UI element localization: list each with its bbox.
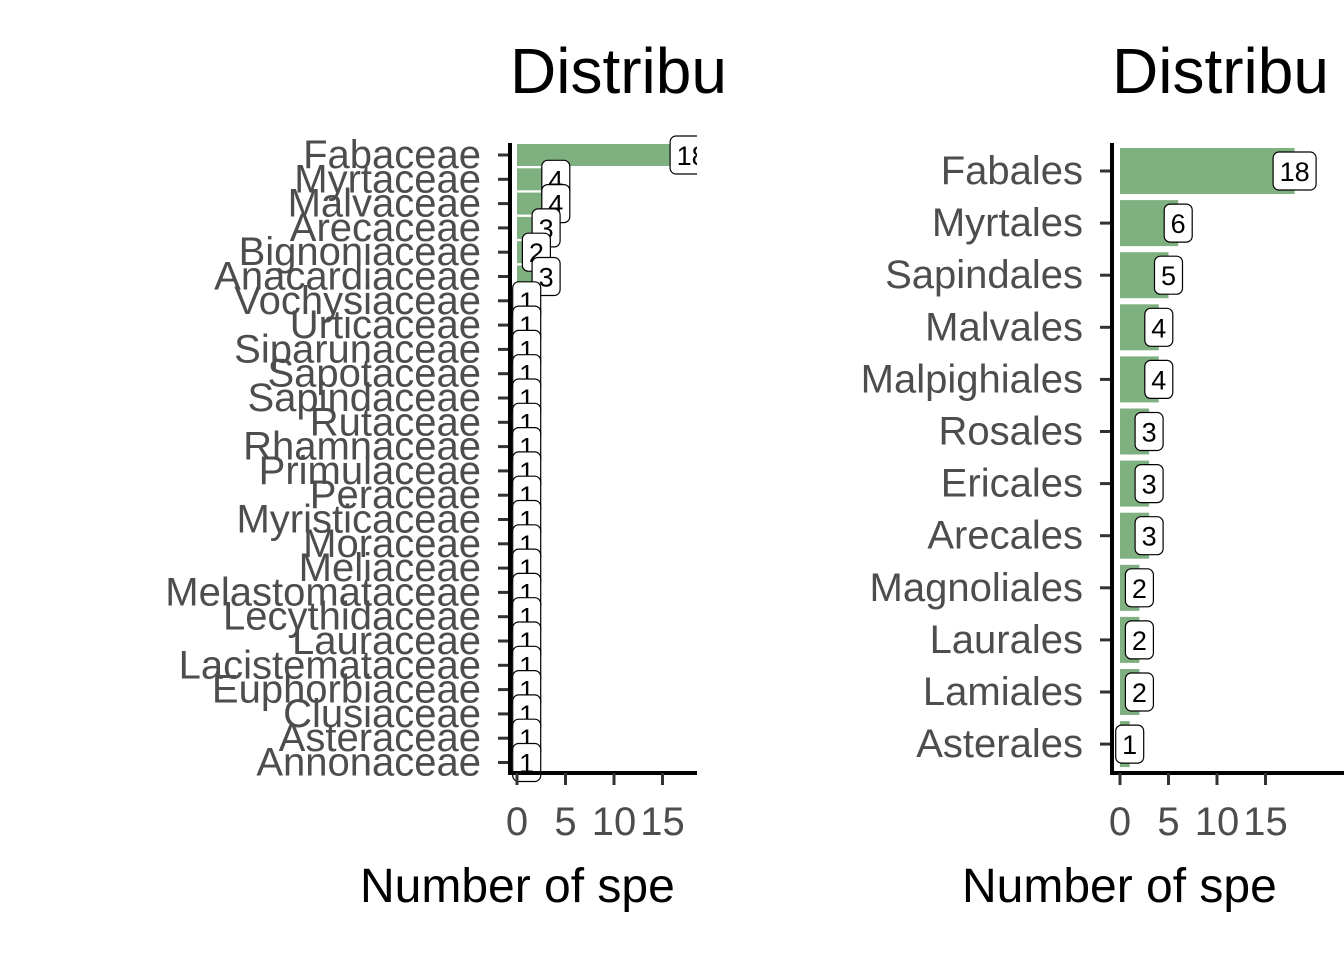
x-tick-label: 15 bbox=[1243, 800, 1288, 844]
category-label: Anacardiaceae bbox=[214, 255, 481, 299]
data-label: 3 bbox=[1134, 464, 1164, 504]
data-label: 5 bbox=[1153, 255, 1184, 295]
x-tick-label: 0 bbox=[1109, 800, 1131, 844]
data-label: 18 bbox=[1272, 151, 1317, 191]
data-label-box bbox=[1134, 411, 1164, 452]
category-label: Clusiaceae bbox=[283, 692, 481, 736]
category-label: Ericales bbox=[941, 462, 1083, 506]
data-label: 3 bbox=[1134, 516, 1164, 556]
data-label-box bbox=[1144, 307, 1174, 347]
category-label: Arecaceae bbox=[290, 206, 481, 250]
panel-content: 18 6 5 4 4 3 3 3 2 2 2 1 Distribu Number of spe Fabale… bbox=[861, 35, 1344, 913]
data-label-box bbox=[1124, 620, 1155, 660]
category-label: Arecales bbox=[927, 514, 1083, 558]
category-label: Sapindales bbox=[885, 253, 1083, 297]
data-label-text: 18 bbox=[1280, 157, 1310, 187]
chart-title: Distribu bbox=[1112, 35, 1329, 107]
category-label: Myrtales bbox=[932, 201, 1083, 245]
data-label-text: 2 bbox=[1132, 626, 1147, 656]
category-label: Fabaceae bbox=[303, 133, 481, 177]
data-label-box bbox=[1163, 203, 1193, 243]
x-tick-label: 0 bbox=[506, 800, 528, 844]
x-axis-label: Number of spe bbox=[962, 860, 1277, 913]
category-label: Rutaceae bbox=[310, 400, 481, 444]
data-label-text: 3 bbox=[1142, 522, 1157, 552]
category-label: Euphorbiaceae bbox=[212, 668, 481, 712]
category-label: Melastomataceae bbox=[165, 570, 481, 614]
data-label-text: 3 bbox=[1142, 418, 1157, 448]
category-label: Sapotaceae bbox=[267, 352, 481, 396]
category-label: Meliaceae bbox=[299, 546, 481, 590]
x-tick-label: 10 bbox=[592, 800, 637, 844]
category-label: Siparunaceae bbox=[234, 327, 481, 371]
category-label: Magnoliales bbox=[870, 566, 1083, 610]
category-label: Lacistemataceae bbox=[179, 643, 481, 687]
data-label: 2 bbox=[1124, 620, 1155, 660]
data-label-box bbox=[1134, 464, 1164, 504]
data-label-box bbox=[1115, 724, 1145, 764]
category-label: Lauraceae bbox=[292, 619, 481, 663]
category-label: Urticaceae bbox=[290, 303, 481, 347]
category-label: Peraceae bbox=[310, 473, 481, 517]
category-label: Primulaceae bbox=[259, 449, 481, 493]
data-label-text: 4 bbox=[1151, 365, 1166, 395]
category-label: Moraceae bbox=[303, 522, 481, 566]
category-label: Laurales bbox=[930, 618, 1083, 662]
x-tick-label: 5 bbox=[1157, 800, 1179, 844]
data-label: 18 bbox=[669, 135, 707, 175]
data-label-text: 6 bbox=[1171, 209, 1186, 239]
right-panel-orders: 18 6 5 4 4 3 3 3 2 2 2 1 Distribu Number of spe Fabale… bbox=[861, 35, 1344, 913]
data-label: 1 bbox=[1115, 724, 1145, 764]
data-label-text: 5 bbox=[1161, 261, 1176, 291]
category-label: Bignoniaceae bbox=[239, 230, 481, 274]
data-label-box bbox=[669, 135, 697, 175]
data-label-box bbox=[1272, 151, 1317, 191]
category-label: Annonaceae bbox=[256, 741, 481, 785]
data-label: 6 bbox=[1163, 203, 1193, 243]
data-label-box bbox=[1124, 568, 1155, 608]
category-label: Rosales bbox=[938, 410, 1083, 454]
x-tick-label: 15 bbox=[640, 800, 685, 844]
category-label: Asterales bbox=[916, 722, 1083, 766]
category-label: Myristicaceae bbox=[236, 498, 481, 542]
data-label: 2 bbox=[1124, 672, 1155, 712]
data-label-text: 2 bbox=[1132, 574, 1147, 604]
category-label: Asteraceae bbox=[279, 716, 481, 760]
category-label: Fabales bbox=[941, 149, 1083, 193]
category-label: Lamiales bbox=[923, 670, 1083, 714]
data-label-text: 1 bbox=[1122, 730, 1137, 760]
data-label-box bbox=[1153, 255, 1184, 295]
data-label-text: 2 bbox=[1132, 678, 1147, 708]
x-axis-label: Number of spe bbox=[360, 860, 675, 913]
data-label: 2 bbox=[1124, 568, 1155, 608]
category-label: Sapindaceae bbox=[247, 376, 481, 420]
x-tick-label: 5 bbox=[554, 800, 576, 844]
chart-title: Distribu bbox=[510, 35, 727, 107]
category-label: Vochysiaceae bbox=[234, 279, 481, 323]
category-label: Lecythidaceae bbox=[223, 595, 481, 639]
data-label-box bbox=[1134, 516, 1164, 556]
data-label-text: 3 bbox=[1142, 470, 1157, 500]
category-label: Rhamnaceae bbox=[243, 425, 481, 469]
plot-area: 18 6 5 4 4 3 3 3 2 2 2 1 bbox=[1115, 148, 1317, 768]
category-label: Malvales bbox=[925, 305, 1083, 349]
data-label: 4 bbox=[1144, 307, 1174, 347]
data-label-text: 4 bbox=[1151, 313, 1166, 343]
category-label: Malpighiales bbox=[861, 357, 1083, 401]
data-label-text: 18 bbox=[677, 141, 707, 171]
data-label-box bbox=[1144, 359, 1174, 399]
bar-fabales bbox=[1120, 148, 1295, 194]
data-label: 3 bbox=[1134, 411, 1164, 452]
x-tick-label: 10 bbox=[1195, 800, 1240, 844]
data-label: 4 bbox=[1144, 359, 1174, 399]
category-label: Myrtaceae bbox=[294, 157, 481, 201]
data-label-box bbox=[1124, 672, 1155, 712]
category-label: Malvaceae bbox=[288, 182, 481, 226]
data-label-text: 3 bbox=[539, 263, 554, 293]
